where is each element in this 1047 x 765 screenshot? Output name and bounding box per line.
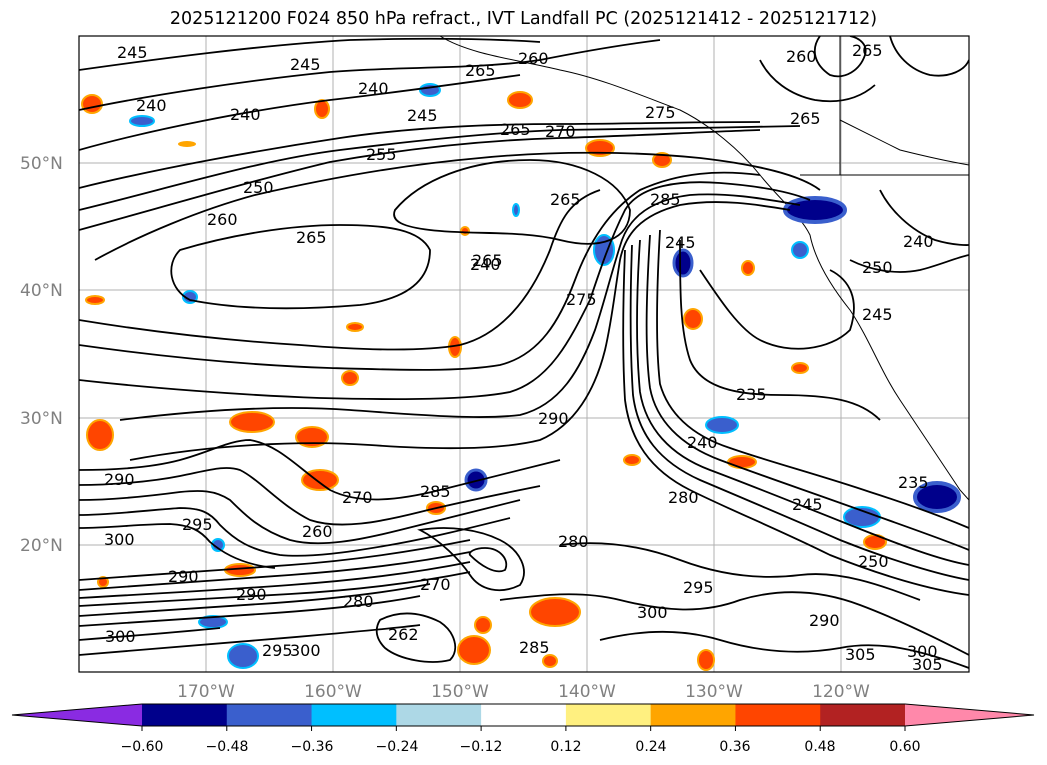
contour-label: 250 (862, 258, 893, 277)
contour-label: 260 (207, 210, 238, 229)
contour-label: 285 (519, 638, 550, 657)
contour-label: 245 (290, 55, 321, 74)
contour-label: 290 (104, 470, 135, 489)
colorbar-segment (565, 704, 652, 726)
colorbar-segment (226, 704, 313, 726)
contour-label: 235 (898, 473, 929, 492)
colorbar-segment (650, 704, 736, 726)
lon-label-140w: 140°W (558, 682, 616, 702)
contour-label: 245 (117, 43, 148, 62)
colorbar-segment (481, 704, 567, 726)
contour-label: 295 (182, 515, 213, 534)
contour-label: 265 (550, 190, 581, 209)
contour-labels: 245 245 240 240 240 265 260 260 265 265 … (104, 41, 943, 674)
colorbar-tick-labels: −0.60 −0.48 −0.36 −0.24 −0.12 0.12 0.24 … (121, 739, 921, 755)
contour-label: 285 (650, 190, 681, 209)
contour-label: 265 (790, 109, 821, 128)
lat-label-40n: 40°N (20, 281, 63, 301)
lon-label-130w: 130°W (685, 682, 743, 702)
coastlines (439, 36, 969, 501)
contour-label: 305 (912, 655, 943, 674)
colorbar-segment (142, 704, 228, 726)
colorbar-tick-label: 0.12 (550, 739, 581, 755)
contour-label: 255 (366, 145, 397, 164)
contour-label: 275 (645, 103, 676, 122)
contour-label: 290 (236, 585, 267, 604)
colorbar-tick-label: −0.48 (206, 739, 249, 755)
contour-label: 305 (845, 645, 876, 664)
contour-label: 265 (472, 251, 503, 270)
colorbar-tick-label: −0.36 (291, 739, 334, 755)
contour-label: 265 (852, 41, 883, 60)
lon-label-160w: 160°W (304, 682, 362, 702)
colorbar-extend-high (905, 704, 1034, 726)
contour-label: 295 (262, 641, 293, 660)
contour-label: 270 (342, 488, 373, 507)
contour-label: 245 (665, 233, 696, 252)
contour-label: 265 (465, 61, 496, 80)
contour-label: 240 (687, 433, 718, 452)
refractivity-fill (81, 83, 961, 671)
lon-label-120w: 120°W (812, 682, 870, 702)
lon-label-170w: 170°W (177, 682, 235, 702)
contour-label: 285 (420, 482, 451, 501)
contour-label: 300 (907, 642, 938, 661)
contour-label: 245 (792, 495, 823, 514)
lat-label-50n: 50°N (20, 154, 63, 174)
contour-label: 262 (388, 625, 419, 644)
colorbar-tick-label: 0.36 (719, 739, 750, 755)
colorbar-segment (311, 704, 397, 726)
contour-label: 300 (637, 603, 668, 622)
contour-label: 265 (500, 120, 531, 139)
lat-label-20n: 20°N (20, 536, 63, 556)
contour-label: 240 (470, 255, 501, 274)
contour-label: 300 (104, 530, 135, 549)
lat-label-30n: 30°N (20, 409, 63, 429)
longitude-labels: 170°W 160°W 150°W 140°W 130°W 120°W (177, 682, 870, 702)
contour-label: 250 (243, 178, 274, 197)
contour-label: 280 (558, 532, 589, 551)
contour-label: 265 (296, 228, 327, 247)
contour-label: 245 (862, 305, 893, 324)
contour-label: 275 (566, 290, 597, 309)
contour-label: 300 (105, 627, 136, 646)
contour-label: 240 (230, 105, 261, 124)
contour-label: 280 (668, 488, 699, 507)
contour-label: 260 (786, 47, 817, 66)
contour-label: 270 (420, 575, 451, 594)
colorbar-tick-label: 0.24 (635, 739, 666, 755)
colorbar-tick-label: −0.24 (376, 739, 419, 755)
colorbar (11, 703, 1035, 731)
contour-label: 260 (518, 49, 549, 68)
contour-label: 300 (290, 641, 321, 660)
lon-label-150w: 150°W (431, 682, 489, 702)
contour-label: 260 (302, 522, 333, 541)
contour-label: 235 (736, 385, 767, 404)
contour-label: 240 (358, 79, 389, 98)
colorbar-segment (820, 704, 906, 726)
contour-label: 290 (538, 409, 569, 428)
colorbar-tick-label: 0.48 (804, 739, 835, 755)
map-title: 2025121200 F024 850 hPa refract., IVT La… (169, 9, 878, 29)
contour-label: 280 (343, 592, 374, 611)
contour-label: 245 (407, 106, 438, 125)
latitude-labels: 50°N 40°N 30°N 20°N (20, 154, 63, 556)
contour-label: 295 (683, 578, 714, 597)
colorbar-segment (396, 704, 482, 726)
contour-label: 270 (545, 122, 576, 141)
contour-label: 250 (858, 552, 889, 571)
colorbar-extend-low (12, 704, 142, 726)
map-frame (78, 35, 970, 673)
contour-label: 290 (168, 567, 199, 586)
colorbar-segment (735, 704, 821, 726)
colorbar-tick-label: −0.60 (121, 739, 164, 755)
contour-lines (79, 36, 969, 669)
contour-label: 240 (136, 96, 167, 115)
colorbar-tick-label: −0.12 (460, 739, 503, 755)
contour-label: 290 (809, 611, 840, 630)
contour-label: 240 (903, 232, 934, 251)
colorbar-tick-label: 0.60 (889, 739, 920, 755)
